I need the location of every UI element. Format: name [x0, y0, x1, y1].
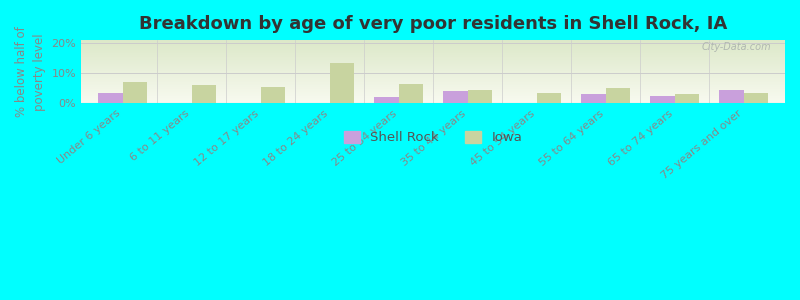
Bar: [98, 93, 122, 103]
Bar: [191, 85, 216, 103]
Bar: [719, 90, 743, 103]
Bar: [398, 84, 422, 103]
Bar: [582, 94, 606, 103]
Bar: [674, 94, 698, 103]
Bar: [467, 90, 492, 103]
Bar: [122, 82, 146, 103]
Bar: [330, 63, 354, 103]
Bar: [443, 91, 467, 103]
Bar: [374, 97, 398, 103]
Text: City-Data.com: City-Data.com: [702, 42, 771, 52]
Title: Breakdown by age of very poor residents in Shell Rock, IA: Breakdown by age of very poor residents …: [139, 15, 727, 33]
Bar: [650, 96, 674, 103]
Y-axis label: % below half of
poverty level: % below half of poverty level: [15, 26, 46, 117]
Bar: [743, 93, 768, 103]
Legend: Shell Rock, Iowa: Shell Rock, Iowa: [344, 131, 522, 144]
Bar: [261, 87, 285, 103]
Bar: [606, 88, 630, 103]
Bar: [537, 93, 561, 103]
